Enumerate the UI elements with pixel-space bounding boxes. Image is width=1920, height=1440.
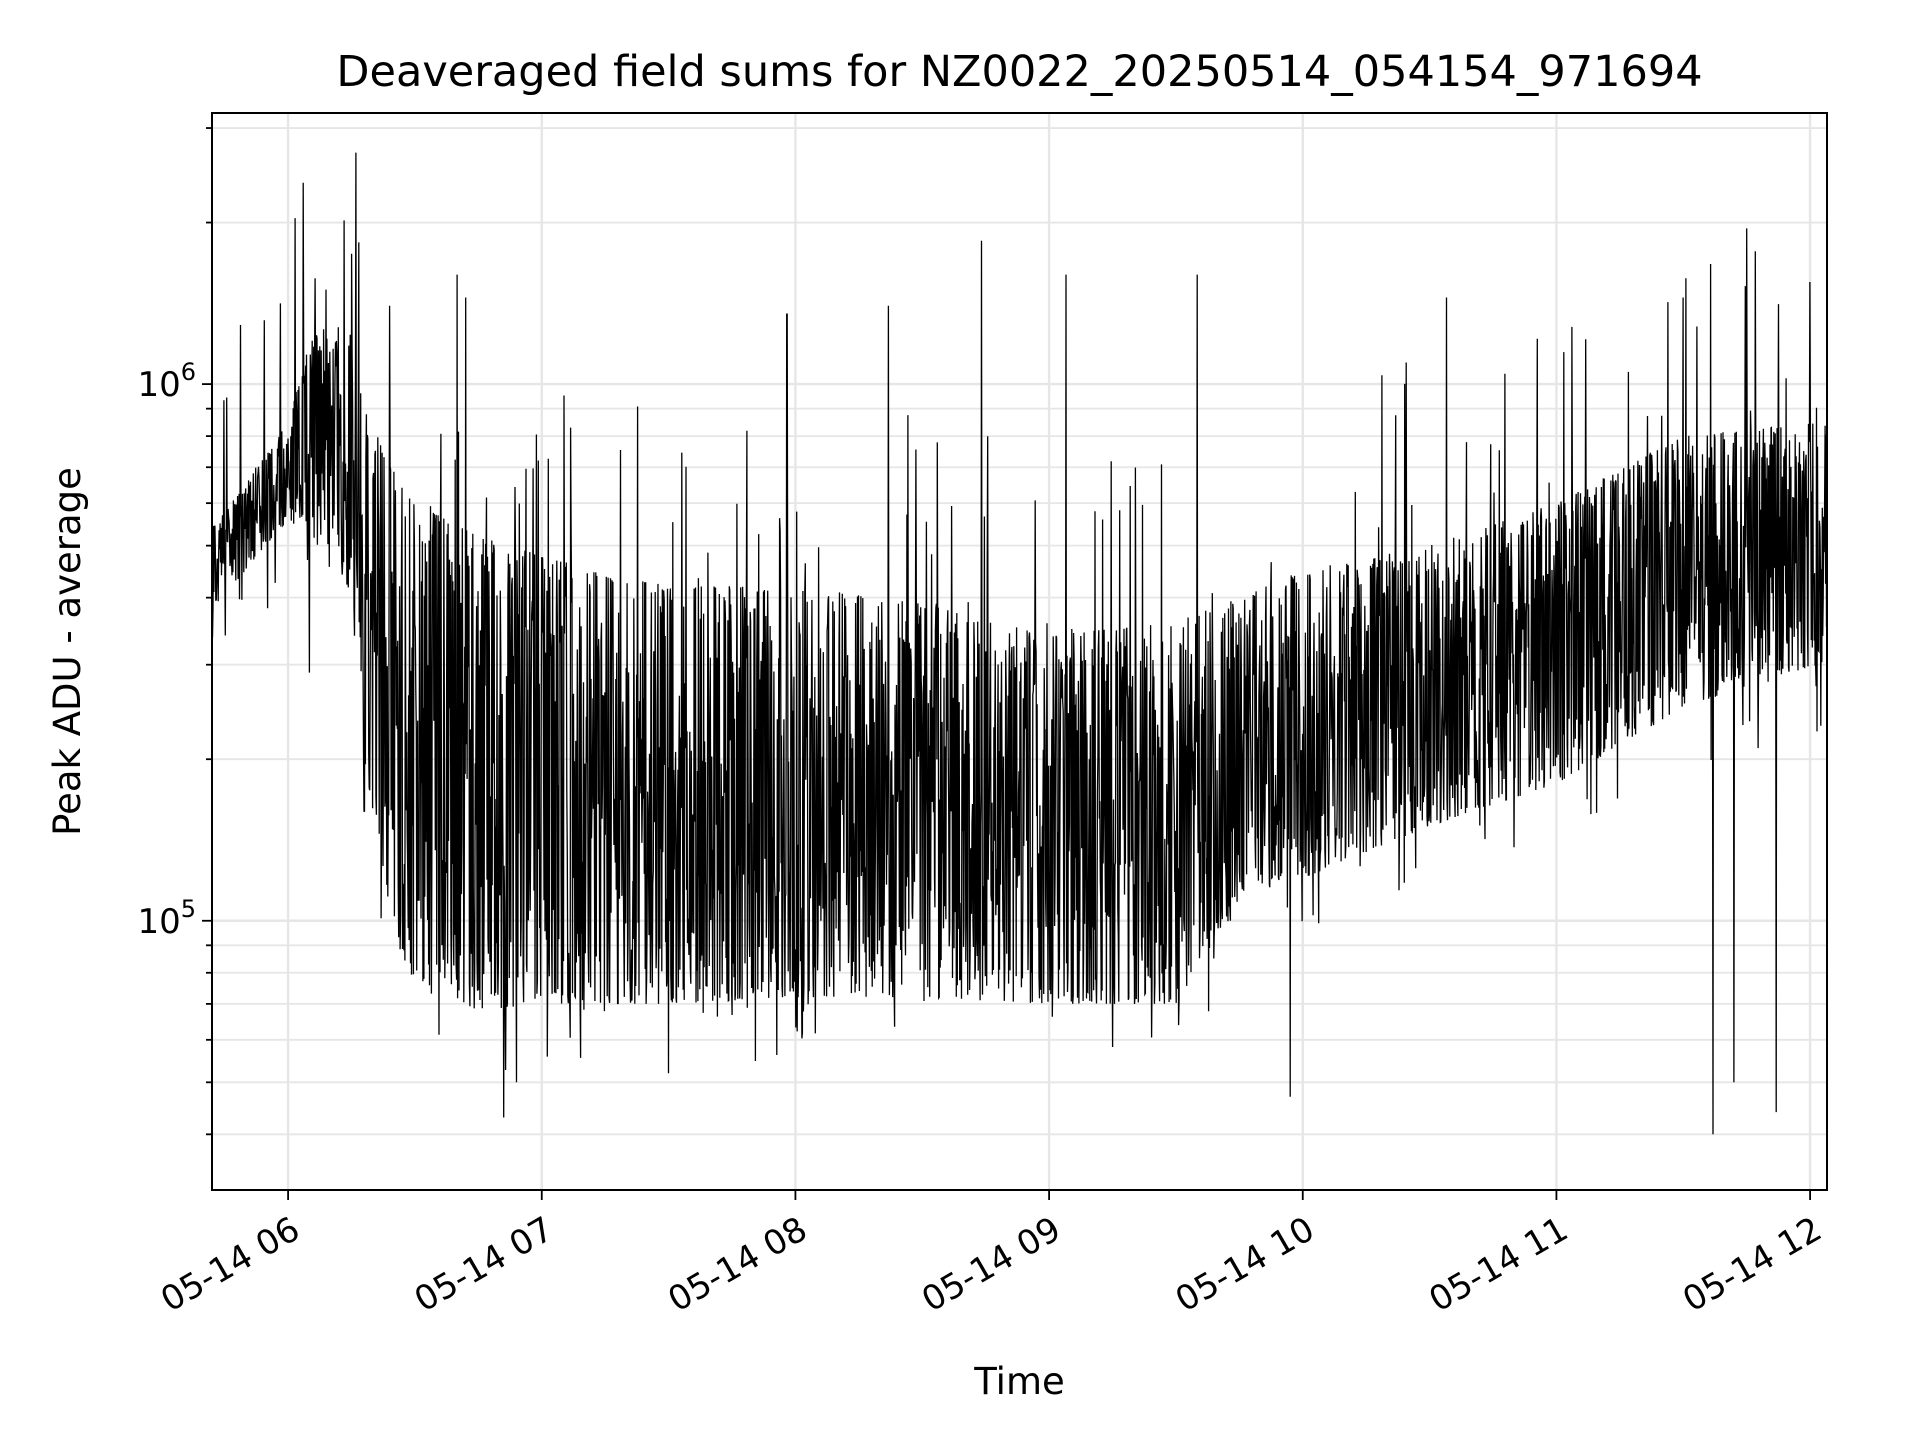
y-axis-label: Peak ADU - average <box>46 467 89 836</box>
chart-title: Deaveraged field sums for NZ0022_2025051… <box>336 47 1702 97</box>
x-axis-label: Time <box>973 1360 1065 1403</box>
plot-frame <box>211 112 1828 1191</box>
y-tick-exponent: 6 <box>181 358 196 386</box>
series-layer <box>212 152 1827 1135</box>
y-tick-base: 10 <box>137 902 180 942</box>
y-tick-exponent: 5 <box>181 895 196 923</box>
series-line <box>212 152 1827 1135</box>
y-tick-label: 105 <box>137 895 196 942</box>
y-tick-label: 106 <box>137 358 196 405</box>
y-tick-base: 10 <box>137 365 180 405</box>
